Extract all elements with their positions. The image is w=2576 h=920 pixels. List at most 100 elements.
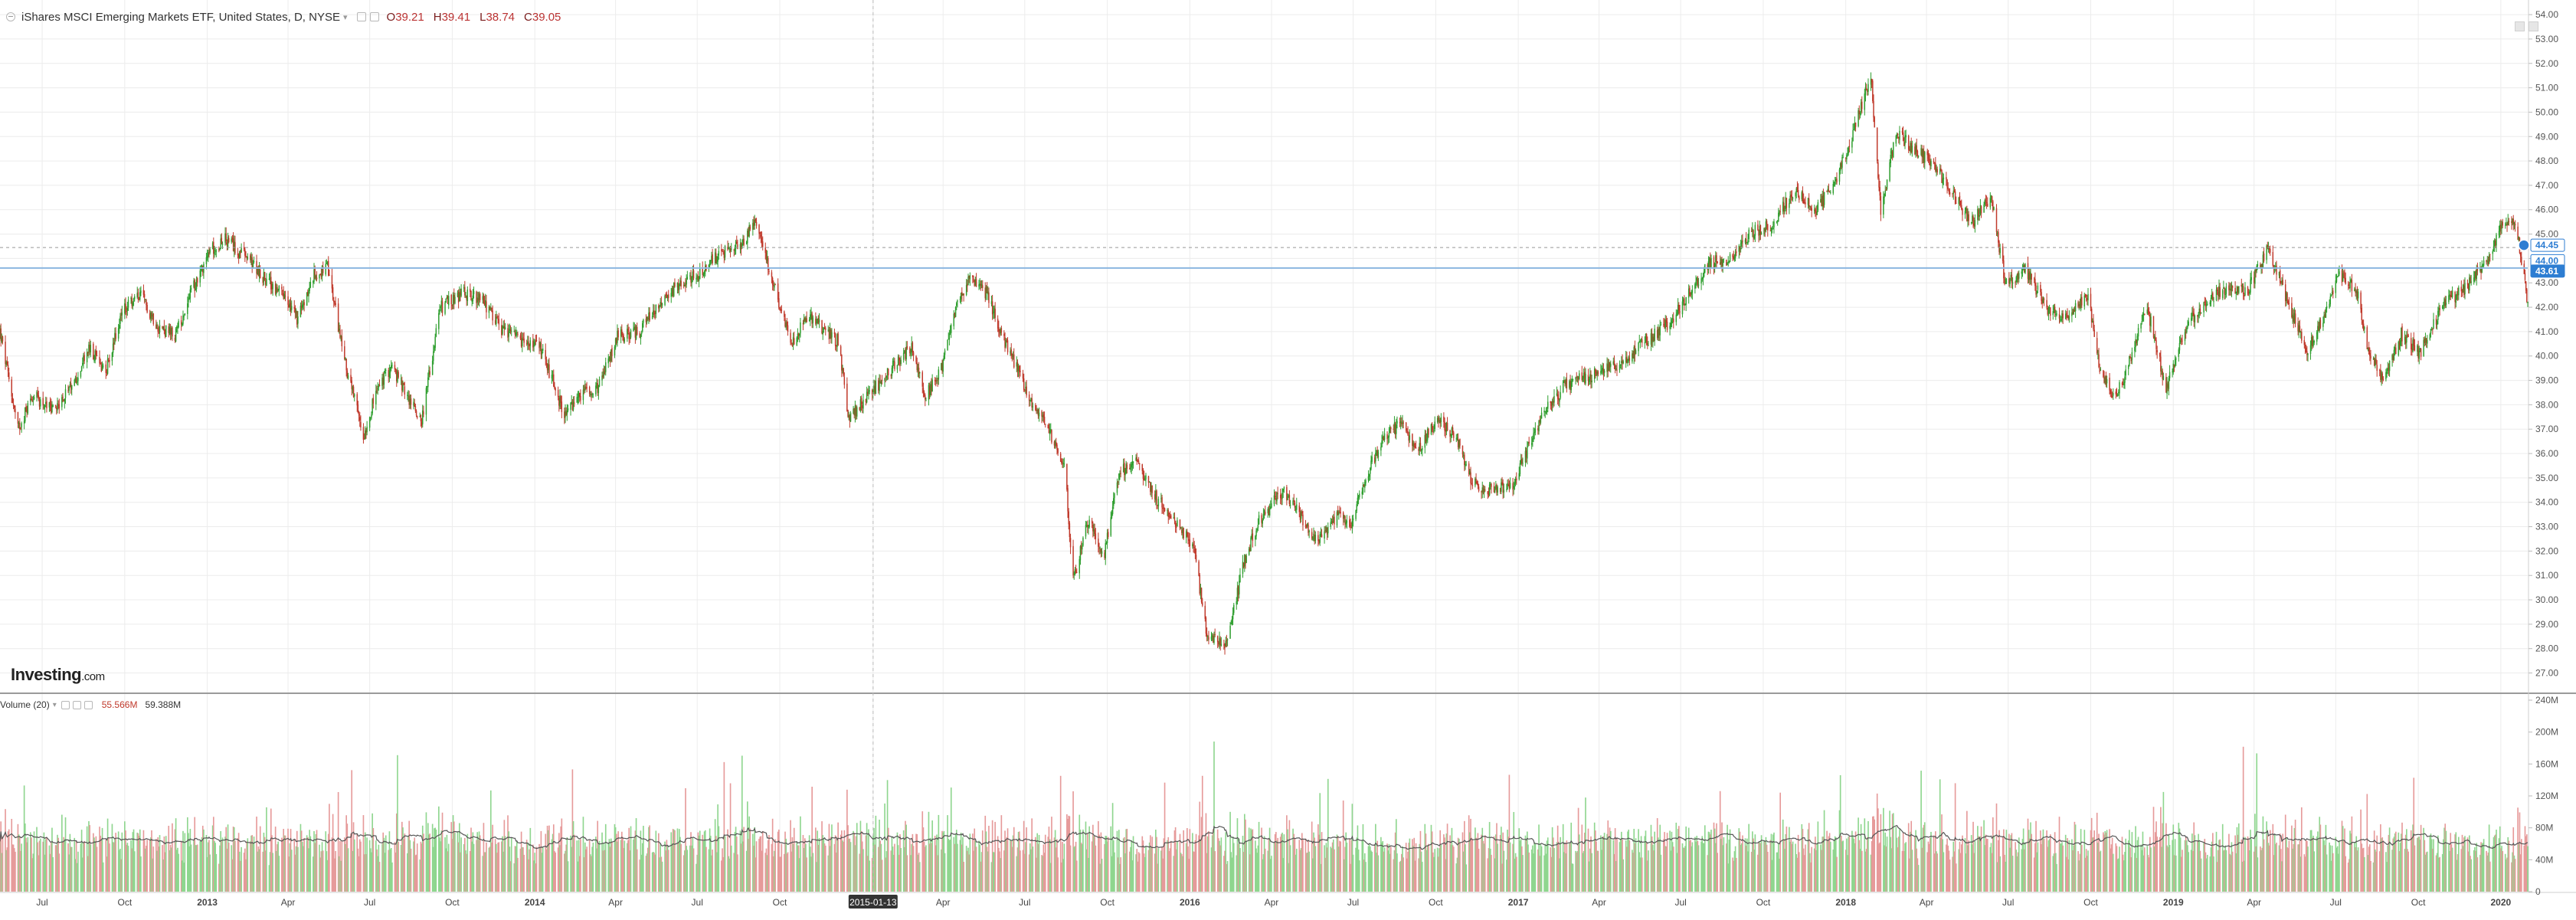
volume-bar xyxy=(77,852,79,892)
candle-body xyxy=(282,290,283,292)
candle-body xyxy=(1024,390,1025,391)
volume-bar xyxy=(1120,857,1121,892)
candle-body xyxy=(567,411,568,414)
candle-body xyxy=(1610,364,1611,367)
candle-body xyxy=(199,270,200,283)
volume-bar xyxy=(297,847,299,892)
candle-body xyxy=(2521,257,2522,265)
candle-body xyxy=(1972,216,1973,224)
candle-body xyxy=(1673,319,1674,322)
candle-body xyxy=(83,355,84,361)
candle-body xyxy=(415,406,416,411)
candle-body xyxy=(762,241,763,247)
volume-bar xyxy=(460,837,462,892)
candle-body xyxy=(2217,290,2218,291)
volume-bar xyxy=(530,828,532,892)
volume-bar xyxy=(970,833,971,892)
candle-body xyxy=(448,296,449,305)
candle-body xyxy=(264,272,265,280)
candle-body xyxy=(2129,356,2130,359)
candle-body xyxy=(1776,221,1777,222)
volume-bar xyxy=(931,820,933,892)
candle-body xyxy=(2003,260,2004,278)
candle-body xyxy=(1434,422,1435,430)
candle-body xyxy=(384,374,385,385)
candle-body xyxy=(2470,282,2471,283)
volume-bar xyxy=(951,787,952,892)
volume-bar xyxy=(994,822,996,892)
volume-bar xyxy=(687,850,689,892)
candle-body xyxy=(1459,439,1460,446)
volume-bar xyxy=(957,844,958,892)
candle-body xyxy=(139,292,140,300)
candle-body xyxy=(2046,300,2047,308)
candle-body xyxy=(909,348,910,354)
candle-body xyxy=(1860,113,1861,114)
candle-body xyxy=(828,329,829,330)
candle-body xyxy=(197,278,198,283)
candle-body xyxy=(523,339,524,343)
candle-body xyxy=(2524,264,2525,274)
candle-body xyxy=(1654,329,1655,341)
candle-body xyxy=(1928,154,1929,159)
candle-body xyxy=(1003,334,1004,336)
volume-bar xyxy=(561,818,563,892)
candle-body xyxy=(1338,512,1339,515)
volume-bar xyxy=(907,855,908,892)
candle-body xyxy=(52,405,53,407)
candle-body xyxy=(925,400,926,401)
candle-body xyxy=(2247,286,2248,293)
candle-body xyxy=(2414,345,2415,351)
candle-body xyxy=(59,404,60,408)
candle-body xyxy=(107,359,108,374)
volume-bar xyxy=(209,855,211,892)
candle-body xyxy=(750,227,751,230)
candle-body xyxy=(2034,279,2035,286)
volume-bar xyxy=(1033,846,1034,892)
candle-body xyxy=(1866,88,1867,90)
candle-body xyxy=(1302,515,1303,525)
candle-body xyxy=(2313,341,2314,342)
volume-bar xyxy=(234,840,236,892)
candle-body xyxy=(743,239,744,245)
candle-body xyxy=(837,333,838,345)
candle-body xyxy=(1079,559,1080,574)
candle-body xyxy=(427,378,428,388)
candle-body xyxy=(366,427,367,432)
candle-body xyxy=(915,356,916,362)
candle-body xyxy=(1879,187,1880,195)
candle-body xyxy=(1849,146,1850,147)
candle-body xyxy=(80,371,81,377)
candle-body xyxy=(668,294,669,298)
candle-body xyxy=(404,386,405,395)
volume-bar xyxy=(1082,830,1084,892)
candle-body xyxy=(2117,395,2118,396)
candle-body xyxy=(938,369,939,379)
candle-body xyxy=(815,319,816,324)
volume-bar xyxy=(366,837,368,892)
candle-body xyxy=(2043,298,2044,303)
candle-body xyxy=(580,396,581,401)
candle-body xyxy=(1671,320,1672,324)
candle-body xyxy=(1462,446,1463,455)
candle-body xyxy=(1908,136,1909,149)
volume-bar xyxy=(423,833,424,892)
candle-body xyxy=(2192,311,2193,312)
candle-body xyxy=(1678,305,1679,311)
candle-body xyxy=(1145,476,1146,480)
candle-body xyxy=(2330,296,2331,304)
candle-body xyxy=(216,250,217,251)
candle-body xyxy=(2210,302,2211,304)
candle-body xyxy=(127,308,128,311)
candle-body xyxy=(2204,302,2205,303)
volume-bar xyxy=(172,823,173,892)
candle-body xyxy=(2383,379,2384,380)
candle-body xyxy=(1981,206,1982,213)
candle-body xyxy=(1757,224,1758,230)
candle-body xyxy=(2439,308,2440,309)
candle-body xyxy=(922,372,923,387)
candle-body xyxy=(423,411,424,414)
candle-body xyxy=(1531,443,1532,445)
